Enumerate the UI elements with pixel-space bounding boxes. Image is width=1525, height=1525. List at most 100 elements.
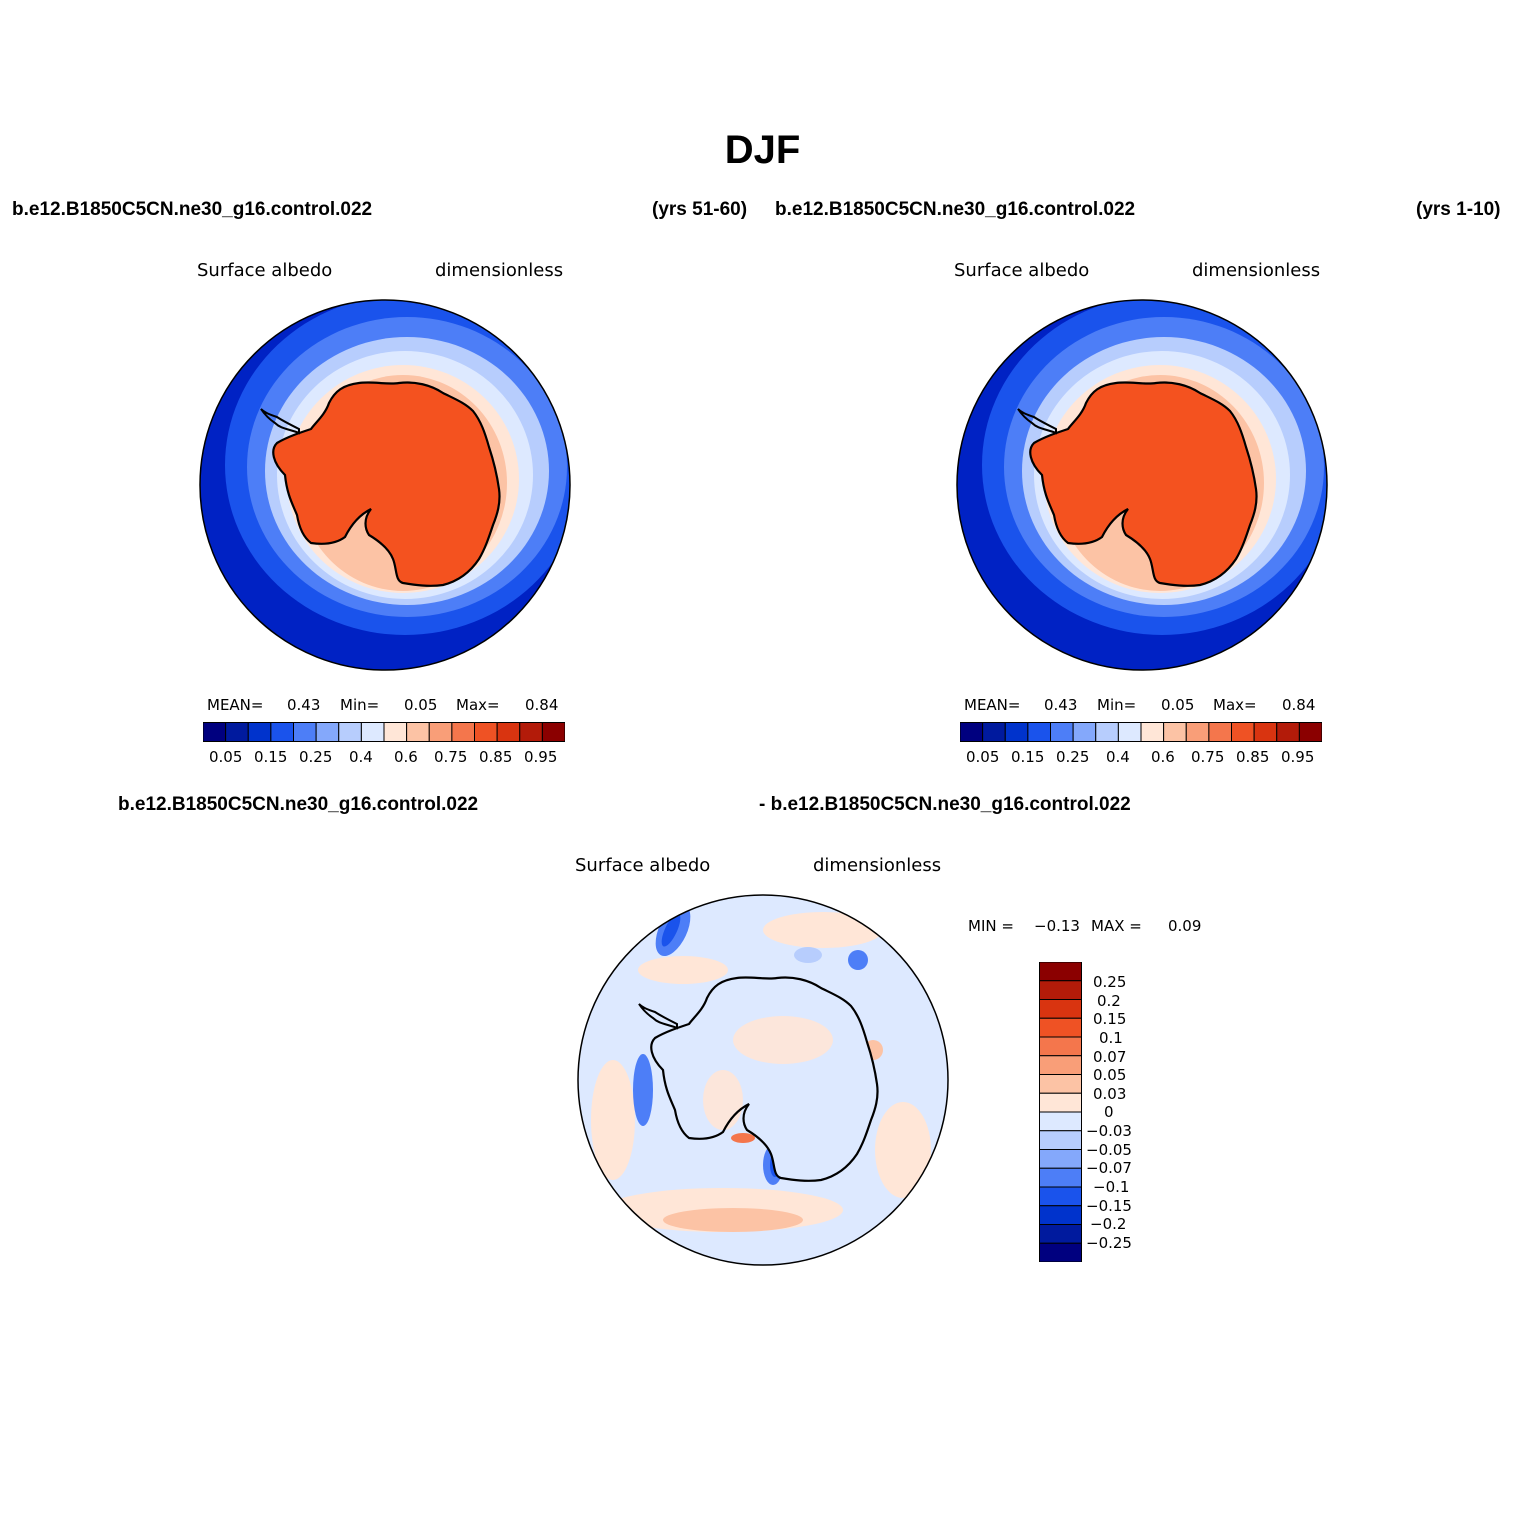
panel1-units: dimensionless <box>435 260 564 281</box>
colorbar-swatch <box>1039 999 1082 1019</box>
panel1-max-label: Max= <box>456 696 500 714</box>
cbar1-label: 0.25 <box>299 748 333 766</box>
panel1-years: (yrs 51-60) <box>652 199 748 220</box>
cbar2-label: 0.75 <box>1191 748 1225 766</box>
colorbar-swatch <box>1039 1036 1082 1057</box>
diff-positive-patch <box>763 912 883 948</box>
cbar3-label: −0.15 <box>1086 1197 1132 1215</box>
diff-positive-patch <box>663 1208 803 1232</box>
panel1-colorbar <box>203 722 565 742</box>
colorbar-swatch <box>247 722 272 742</box>
cbar1-label: 0.4 <box>349 748 373 766</box>
colorbar-swatch <box>1039 1130 1082 1150</box>
cbar1-label: 0.75 <box>434 748 468 766</box>
colorbar-swatch <box>225 722 249 742</box>
cbar1-label: 0.85 <box>479 748 513 766</box>
colorbar-swatch <box>406 722 430 742</box>
diff-positive-patch <box>731 1133 755 1143</box>
colorbar-swatch <box>1039 1205 1082 1225</box>
colorbar-swatch <box>360 722 385 742</box>
cbar2-label: 0.6 <box>1151 748 1175 766</box>
panel2-mean-value: 0.43 <box>1044 696 1078 714</box>
panel2-min-value: 0.05 <box>1161 696 1195 714</box>
cbar3-label: 0 <box>1104 1103 1114 1121</box>
panel2-polar-map <box>956 299 1328 671</box>
panel2-min-label: Min= <box>1097 696 1137 714</box>
colorbar-swatch <box>1163 722 1187 742</box>
colorbar-swatch <box>1298 722 1322 742</box>
cbar3-label: −0.05 <box>1086 1141 1132 1159</box>
panel1-mean-label: MEAN= <box>207 696 264 714</box>
colorbar-swatch <box>1039 1111 1082 1132</box>
panel2-colorbar <box>960 722 1322 742</box>
panel2-units: dimensionless <box>1192 260 1321 281</box>
diff-case-name-b: - b.e12.B1850C5CN.ne30_g16.control.022 <box>759 794 1131 815</box>
cbar3-label: −0.1 <box>1093 1178 1130 1196</box>
colorbar-swatch <box>1039 962 1082 982</box>
colorbar-swatch <box>1185 722 1210 742</box>
cbar3-label: 0.2 <box>1097 992 1121 1010</box>
cbar3-label: 0.15 <box>1093 1010 1127 1028</box>
colorbar-swatch <box>519 722 543 742</box>
cbar3-label: −0.2 <box>1090 1215 1127 1233</box>
colorbar-swatch <box>1039 1092 1082 1113</box>
diff-positive-patch <box>591 1060 635 1180</box>
colorbar-swatch <box>1276 722 1300 742</box>
colorbar-swatch <box>1039 1167 1082 1188</box>
cbar2-label: 0.4 <box>1106 748 1130 766</box>
colorbar-swatch <box>1039 1186 1082 1207</box>
colorbar-swatch <box>474 722 498 742</box>
map-border <box>577 894 949 1266</box>
page-title: DJF <box>724 128 801 172</box>
colorbar-swatch <box>1039 1242 1082 1262</box>
panel1-mean-value: 0.43 <box>287 696 321 714</box>
cbar1-label: 0.95 <box>524 748 558 766</box>
colorbar-swatch <box>1208 722 1233 742</box>
diff-negative-patch <box>794 947 822 963</box>
cbar1-label: 0.6 <box>394 748 418 766</box>
diff-negative-patch <box>661 913 681 947</box>
cbar3-label: −0.25 <box>1086 1234 1132 1252</box>
diff-units: dimensionless <box>813 855 942 876</box>
colorbar-swatch <box>541 722 565 742</box>
colorbar-swatch <box>293 722 317 742</box>
cbar3-label: −0.03 <box>1086 1122 1132 1140</box>
panel1-min-label: Min= <box>340 696 380 714</box>
colorbar-swatch <box>1140 722 1165 742</box>
panel2-max-value: 0.84 <box>1282 696 1316 714</box>
cbar3-label: 0.25 <box>1093 973 1127 991</box>
colorbar-swatch <box>1072 722 1097 742</box>
diff-case-name-a: b.e12.B1850C5CN.ne30_g16.control.022 <box>118 794 479 815</box>
diff-min-label: MIN = <box>968 917 1014 935</box>
panel2-mean-label: MEAN= <box>964 696 1021 714</box>
diff-positive-patch <box>703 1070 743 1130</box>
cbar2-label: 0.25 <box>1056 748 1090 766</box>
map-border <box>956 299 1328 671</box>
cbar1-label: 0.05 <box>209 748 243 766</box>
diff-positive-patch <box>875 1102 931 1198</box>
panel1-variable: Surface albedo <box>197 260 333 281</box>
colorbar-swatch <box>1231 722 1255 742</box>
cbar2-label: 0.95 <box>1281 748 1315 766</box>
cbar3-label: 0.1 <box>1099 1029 1123 1047</box>
colorbar-swatch <box>1004 722 1029 742</box>
colorbar-swatch <box>1039 1149 1082 1169</box>
diff-polar-map <box>577 894 949 1266</box>
diff-max-value: 0.09 <box>1168 917 1202 935</box>
panel2-variable: Surface albedo <box>954 260 1090 281</box>
cbar2-label: 0.15 <box>1011 748 1045 766</box>
colorbar-swatch <box>203 722 227 742</box>
diff-negative-patch <box>848 950 868 970</box>
colorbar-swatch <box>270 722 295 742</box>
colorbar-swatch <box>1039 1224 1082 1244</box>
map-border <box>199 299 571 671</box>
diff-variable: Surface albedo <box>575 855 711 876</box>
diff-positive-patch <box>638 956 728 984</box>
diff-positive-patch <box>733 1016 833 1064</box>
cbar2-label: 0.05 <box>966 748 1000 766</box>
colorbar-swatch <box>315 722 340 742</box>
panel2-years: (yrs 1-10) <box>1416 199 1501 220</box>
colorbar-swatch <box>496 722 521 742</box>
colorbar-swatch <box>428 722 453 742</box>
colorbar-swatch <box>960 722 984 742</box>
